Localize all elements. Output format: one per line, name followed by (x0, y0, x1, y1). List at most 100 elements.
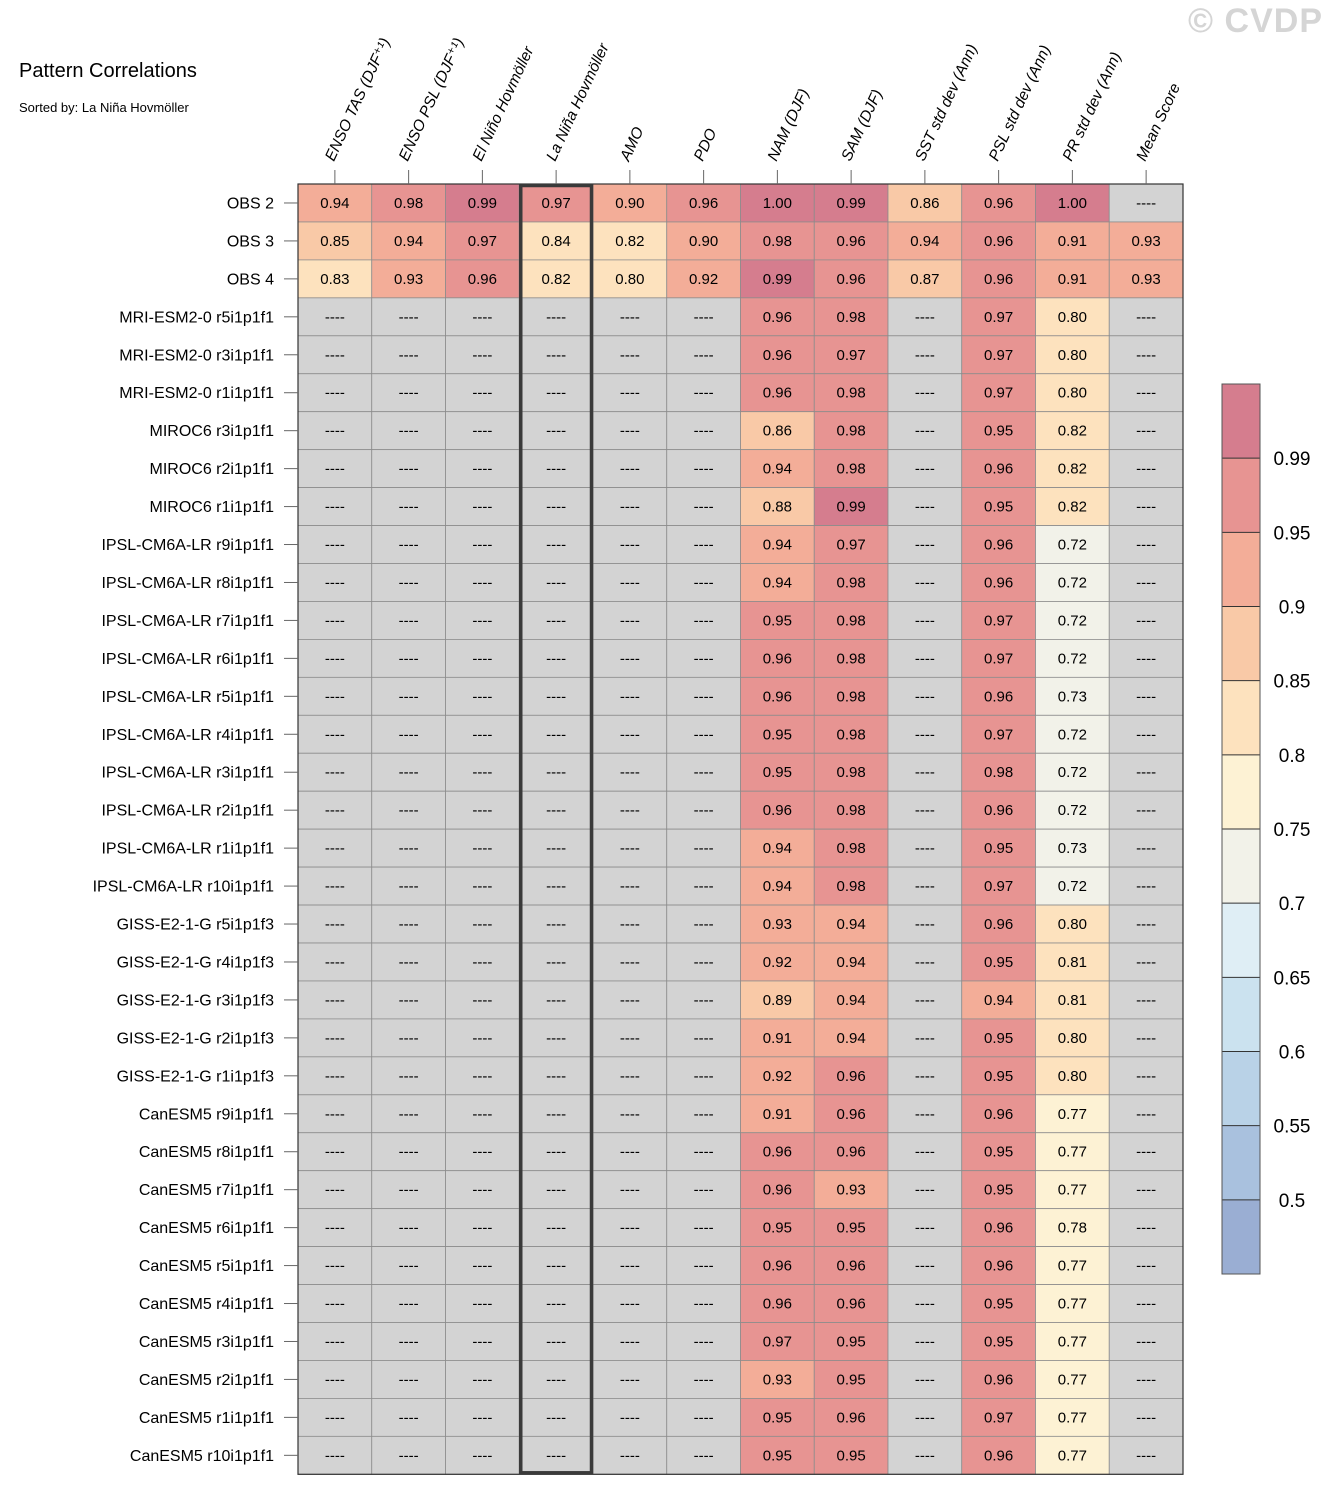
cell-value: ---- (325, 347, 345, 364)
heatmap-cell (887, 980, 963, 1020)
cell-value: 0.80 (1058, 916, 1087, 933)
cell-value: ---- (620, 1258, 640, 1275)
heatmap-cell (740, 752, 815, 792)
cell-value: 0.95 (984, 1144, 1013, 1161)
heatmap-cell (887, 1435, 963, 1475)
cell-value: ---- (1136, 1409, 1156, 1426)
cell-value: 0.96 (763, 650, 792, 667)
cell-value: ---- (915, 499, 935, 516)
cell-value: ---- (694, 764, 714, 781)
colorbar-segment (1222, 829, 1260, 904)
cell-value: ---- (915, 347, 935, 364)
colorbar-border (1221, 383, 1261, 1275)
heatmap-cell (297, 1435, 373, 1475)
colorbar-label: 0.5 (1279, 1191, 1305, 1212)
heatmap-cell (666, 411, 741, 451)
heatmap-cell (887, 297, 963, 337)
cell-value: 0.96 (984, 802, 1013, 819)
cell-value: ---- (325, 916, 345, 933)
row-label: IPSL-CM6A-LR r10i1p1f1 (93, 879, 275, 896)
heatmap-cell (297, 1246, 373, 1285)
cell-value: ---- (399, 1447, 419, 1464)
heatmap-cell (887, 752, 963, 792)
cell-value: ---- (694, 385, 714, 402)
cell-value: ---- (546, 1333, 566, 1350)
cell-value: ---- (1136, 840, 1156, 857)
cell-value: ---- (1136, 764, 1156, 781)
colorbar-label: 0.6 (1279, 1043, 1305, 1064)
heatmap-cell (592, 1360, 668, 1399)
cell-value: ---- (620, 650, 640, 667)
cell-value: 0.94 (320, 195, 349, 212)
cell-value: ---- (546, 1106, 566, 1123)
cell-value: ---- (399, 1258, 419, 1275)
cell-value: ---- (1136, 612, 1156, 629)
heatmap-cell (518, 1246, 594, 1285)
heatmap-cell (518, 639, 594, 678)
heatmap-cell (961, 676, 1036, 716)
cell-value: 0.93 (763, 1371, 792, 1388)
cell-value: ---- (915, 309, 935, 326)
row-label: CanESM5 r5i1p1f1 (139, 1258, 274, 1275)
heatmap-cell (813, 1284, 889, 1323)
cell-value: ---- (694, 1068, 714, 1085)
cell-value: ---- (472, 1106, 492, 1123)
cell-value: 0.98 (837, 802, 866, 819)
cell-value: ---- (546, 954, 566, 971)
heatmap-cell (297, 980, 373, 1020)
cell-value: ---- (546, 840, 566, 857)
cell-value: 0.92 (689, 271, 718, 288)
cell-value: 0.97 (763, 1333, 792, 1350)
cell-value: ---- (325, 385, 345, 402)
cell-value: ---- (915, 1144, 935, 1161)
heatmap-cell (813, 714, 889, 754)
cell-value: 1.00 (763, 195, 792, 212)
cell-value: 0.93 (394, 271, 423, 288)
cell-value: 0.77 (1058, 1447, 1087, 1464)
heatmap-cell (592, 1322, 668, 1361)
cell-value: ---- (620, 309, 640, 326)
cell-value: 0.94 (837, 916, 866, 933)
heatmap-cell (1108, 1360, 1184, 1399)
cell-value: ---- (325, 1409, 345, 1426)
heatmap-cell (740, 297, 815, 337)
sorted-column-highlight (519, 183, 594, 1475)
cell-value: ---- (694, 574, 714, 591)
heatmap-cell (371, 183, 446, 223)
cell-value: ---- (399, 1068, 419, 1085)
heatmap-cell (740, 1246, 815, 1285)
heatmap-cell (887, 1398, 963, 1437)
heatmap-cell (666, 904, 741, 944)
cell-value: ---- (1136, 726, 1156, 743)
cell-value: ---- (399, 916, 419, 933)
cell-value: ---- (1136, 1447, 1156, 1464)
colorbar-segment (1222, 384, 1260, 459)
cell-value: ---- (620, 954, 640, 971)
cell-value: 0.98 (837, 764, 866, 781)
heatmap-cell (592, 714, 668, 754)
colorbar-label: 0.55 (1274, 1117, 1311, 1138)
heatmap-cell (1035, 335, 1110, 375)
cell-value: ---- (620, 1030, 640, 1047)
heatmap-cell (813, 601, 889, 640)
cell-value: 0.73 (1058, 688, 1087, 705)
cell-value: 0.96 (763, 1296, 792, 1313)
cell-value: 0.94 (763, 574, 792, 591)
heatmap-cell (887, 1322, 963, 1361)
cell-value: ---- (1136, 347, 1156, 364)
cell-value: ---- (915, 385, 935, 402)
cell-value: ---- (325, 1068, 345, 1085)
heatmap-cell (1035, 487, 1110, 526)
heatmap-cell (887, 1018, 963, 1058)
cell-value: ---- (694, 650, 714, 667)
cell-value: ---- (399, 385, 419, 402)
cell-value: 0.80 (1058, 347, 1087, 364)
cell-value: 0.96 (837, 1068, 866, 1085)
row-label: CanESM5 r8i1p1f1 (139, 1144, 274, 1161)
heatmap-cell (445, 297, 520, 337)
cell-value: 0.94 (837, 1030, 866, 1047)
cell-value: ---- (325, 878, 345, 895)
heatmap-cell (666, 1246, 741, 1285)
heatmap-cell (740, 676, 815, 716)
cell-value: 0.91 (763, 1030, 792, 1047)
